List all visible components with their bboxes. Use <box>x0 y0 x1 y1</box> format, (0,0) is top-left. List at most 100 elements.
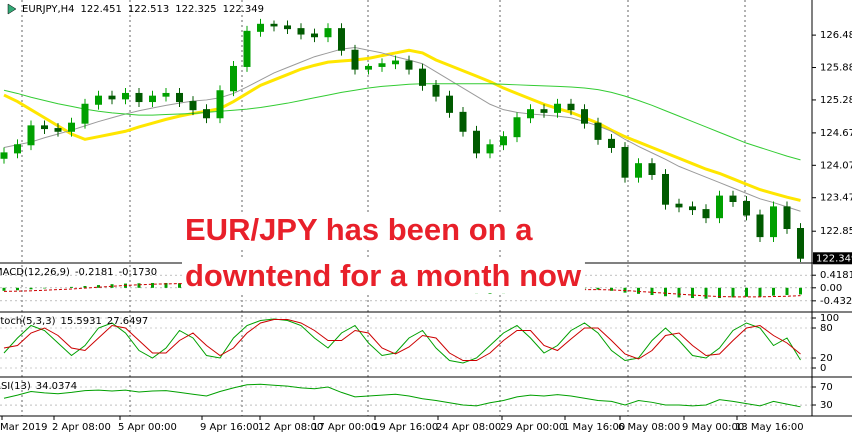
candle-body <box>581 109 588 124</box>
y-tick-label: -0.4326 <box>820 296 852 307</box>
candle-body <box>270 23 278 27</box>
y-tick-label: 125.28 <box>820 95 852 106</box>
header-icon <box>7 3 17 15</box>
candle-body <box>351 49 359 70</box>
candle-body <box>662 173 669 205</box>
macd-bar <box>637 287 640 294</box>
candle-body <box>608 138 615 148</box>
macd-bar <box>664 287 667 297</box>
chart-header: EURJPY,H4 122.451 122.513 122.325 122.349 <box>22 4 264 15</box>
candle-body <box>702 209 710 219</box>
moving-average <box>3 83 801 161</box>
macd-bar <box>785 287 789 296</box>
x-tick-label: 19 Apr 16:00 <box>373 422 438 433</box>
indicator-name: MACD(12,26,9) <box>0 267 70 278</box>
candle-body <box>14 144 21 154</box>
candle-body <box>203 109 210 119</box>
macd-bar <box>704 287 708 299</box>
candle-body <box>689 206 696 211</box>
x-tick-label: 5 Apr 00:00 <box>118 422 177 433</box>
macd-bar <box>758 287 762 297</box>
candle-body <box>405 60 413 70</box>
ohlc-value: 122.349 <box>223 4 264 15</box>
candle-body <box>378 63 386 67</box>
y-tick-label: 124.67 <box>820 128 852 139</box>
candle-body <box>554 103 561 113</box>
candle-body <box>770 206 777 238</box>
candle-body <box>176 92 183 103</box>
candle-body <box>338 28 345 51</box>
macd-bar <box>164 282 168 288</box>
candle-body <box>81 103 89 124</box>
macd-bar <box>745 287 748 297</box>
candle-body <box>162 92 170 97</box>
candle-body <box>432 84 440 97</box>
macd-bar <box>83 285 87 288</box>
candle-body <box>540 109 548 113</box>
candle-body <box>459 111 467 132</box>
macd-bar <box>2 287 6 291</box>
candle-body <box>473 130 480 154</box>
symbol: EURJPY,H4 <box>22 4 75 15</box>
panel-header: MACD(12,26,9) -0.2181 -0.1730 <box>0 267 157 278</box>
candle-body <box>135 92 143 103</box>
y-tick-label: 123.47 <box>820 193 852 204</box>
x-tick-label: 17 Apr 00:00 <box>312 422 377 433</box>
candle-body <box>648 163 656 175</box>
macd-bar <box>610 287 613 291</box>
macd-bar <box>151 282 154 288</box>
candle-body <box>122 92 129 100</box>
candle-body <box>54 128 62 132</box>
candle-body <box>108 95 116 100</box>
indicator-value: 34.0374 <box>36 381 77 392</box>
macd-bar <box>97 285 100 288</box>
indicator-name: RSI(13) <box>0 381 31 392</box>
candle-body <box>41 125 48 130</box>
macd-bar <box>16 287 19 291</box>
candle-body <box>284 25 291 30</box>
x-tick-label: 9 Apr 16:00 <box>200 422 259 433</box>
current-price-box <box>813 252 852 265</box>
macd-bar <box>178 283 181 288</box>
macd-bar <box>691 287 694 299</box>
indicator-value: -0.2181 <box>75 267 114 278</box>
current-price: 122.349 <box>816 253 852 264</box>
candle-body <box>230 65 237 92</box>
x-tick-label: Mar 2019 <box>0 422 48 433</box>
candle-body <box>743 200 750 216</box>
candle-body <box>527 109 534 119</box>
indicator-value: 15.5931 <box>60 316 101 327</box>
candle-body <box>95 95 102 105</box>
candle-body <box>756 214 764 238</box>
indicator-value: -0.1730 <box>119 267 158 278</box>
candle-body <box>392 60 399 65</box>
x-tick-label: 1 May 16:00 <box>563 422 625 433</box>
candle-body <box>297 28 305 35</box>
macd-bar <box>731 287 735 298</box>
y-tick-label: 30 <box>820 400 833 411</box>
y-tick-label: 124.07 <box>820 160 852 171</box>
macd-bar <box>70 286 73 288</box>
indicator-panel <box>0 383 812 408</box>
macd-bar <box>43 287 46 289</box>
annotation: downtend for a month now <box>185 258 582 293</box>
ohlc-value: 122.451 <box>81 4 122 15</box>
macd-bar <box>29 287 33 290</box>
candle-body <box>486 144 494 154</box>
x-tick-label: 24 Apr 08:00 <box>436 422 501 433</box>
y-tick-label: 80 <box>820 323 833 334</box>
indicator-line <box>3 319 801 361</box>
candle-body <box>783 206 791 230</box>
candle-body <box>513 117 521 138</box>
macd-bar <box>110 284 114 288</box>
candle-body <box>365 65 372 70</box>
candle-body <box>729 195 737 202</box>
y-tick-label: 20 <box>820 353 833 364</box>
price-panel <box>0 18 804 262</box>
ohlc-value: 122.325 <box>175 4 216 15</box>
macd-bar <box>596 287 600 290</box>
candle-body <box>27 125 35 146</box>
candle-body <box>716 195 723 219</box>
candle-body <box>446 95 453 113</box>
